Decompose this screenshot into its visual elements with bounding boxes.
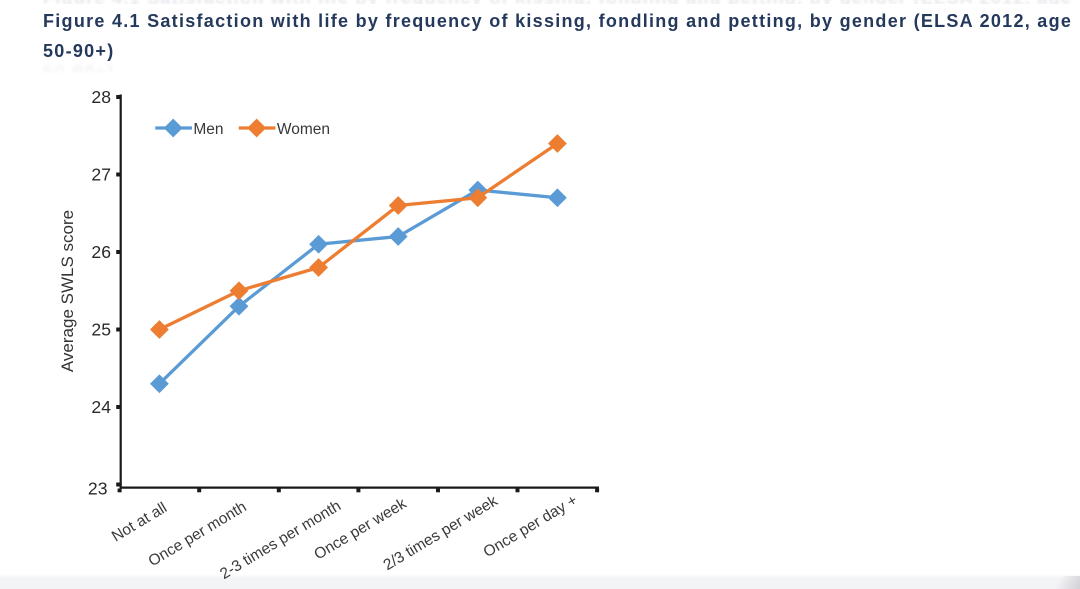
svg-text:26: 26 (91, 242, 111, 262)
svg-text:Men: Men (193, 121, 223, 138)
svg-text:24: 24 (91, 397, 111, 417)
svg-text:23: 23 (88, 479, 108, 499)
svg-text:Women: Women (277, 121, 330, 138)
svg-text:Not at all: Not at all (109, 499, 170, 545)
svg-text:27: 27 (91, 165, 111, 185)
svg-text:Average SWLS score: Average SWLS score (58, 210, 77, 372)
svg-text:28: 28 (91, 87, 111, 107)
svg-text:25: 25 (91, 320, 111, 340)
